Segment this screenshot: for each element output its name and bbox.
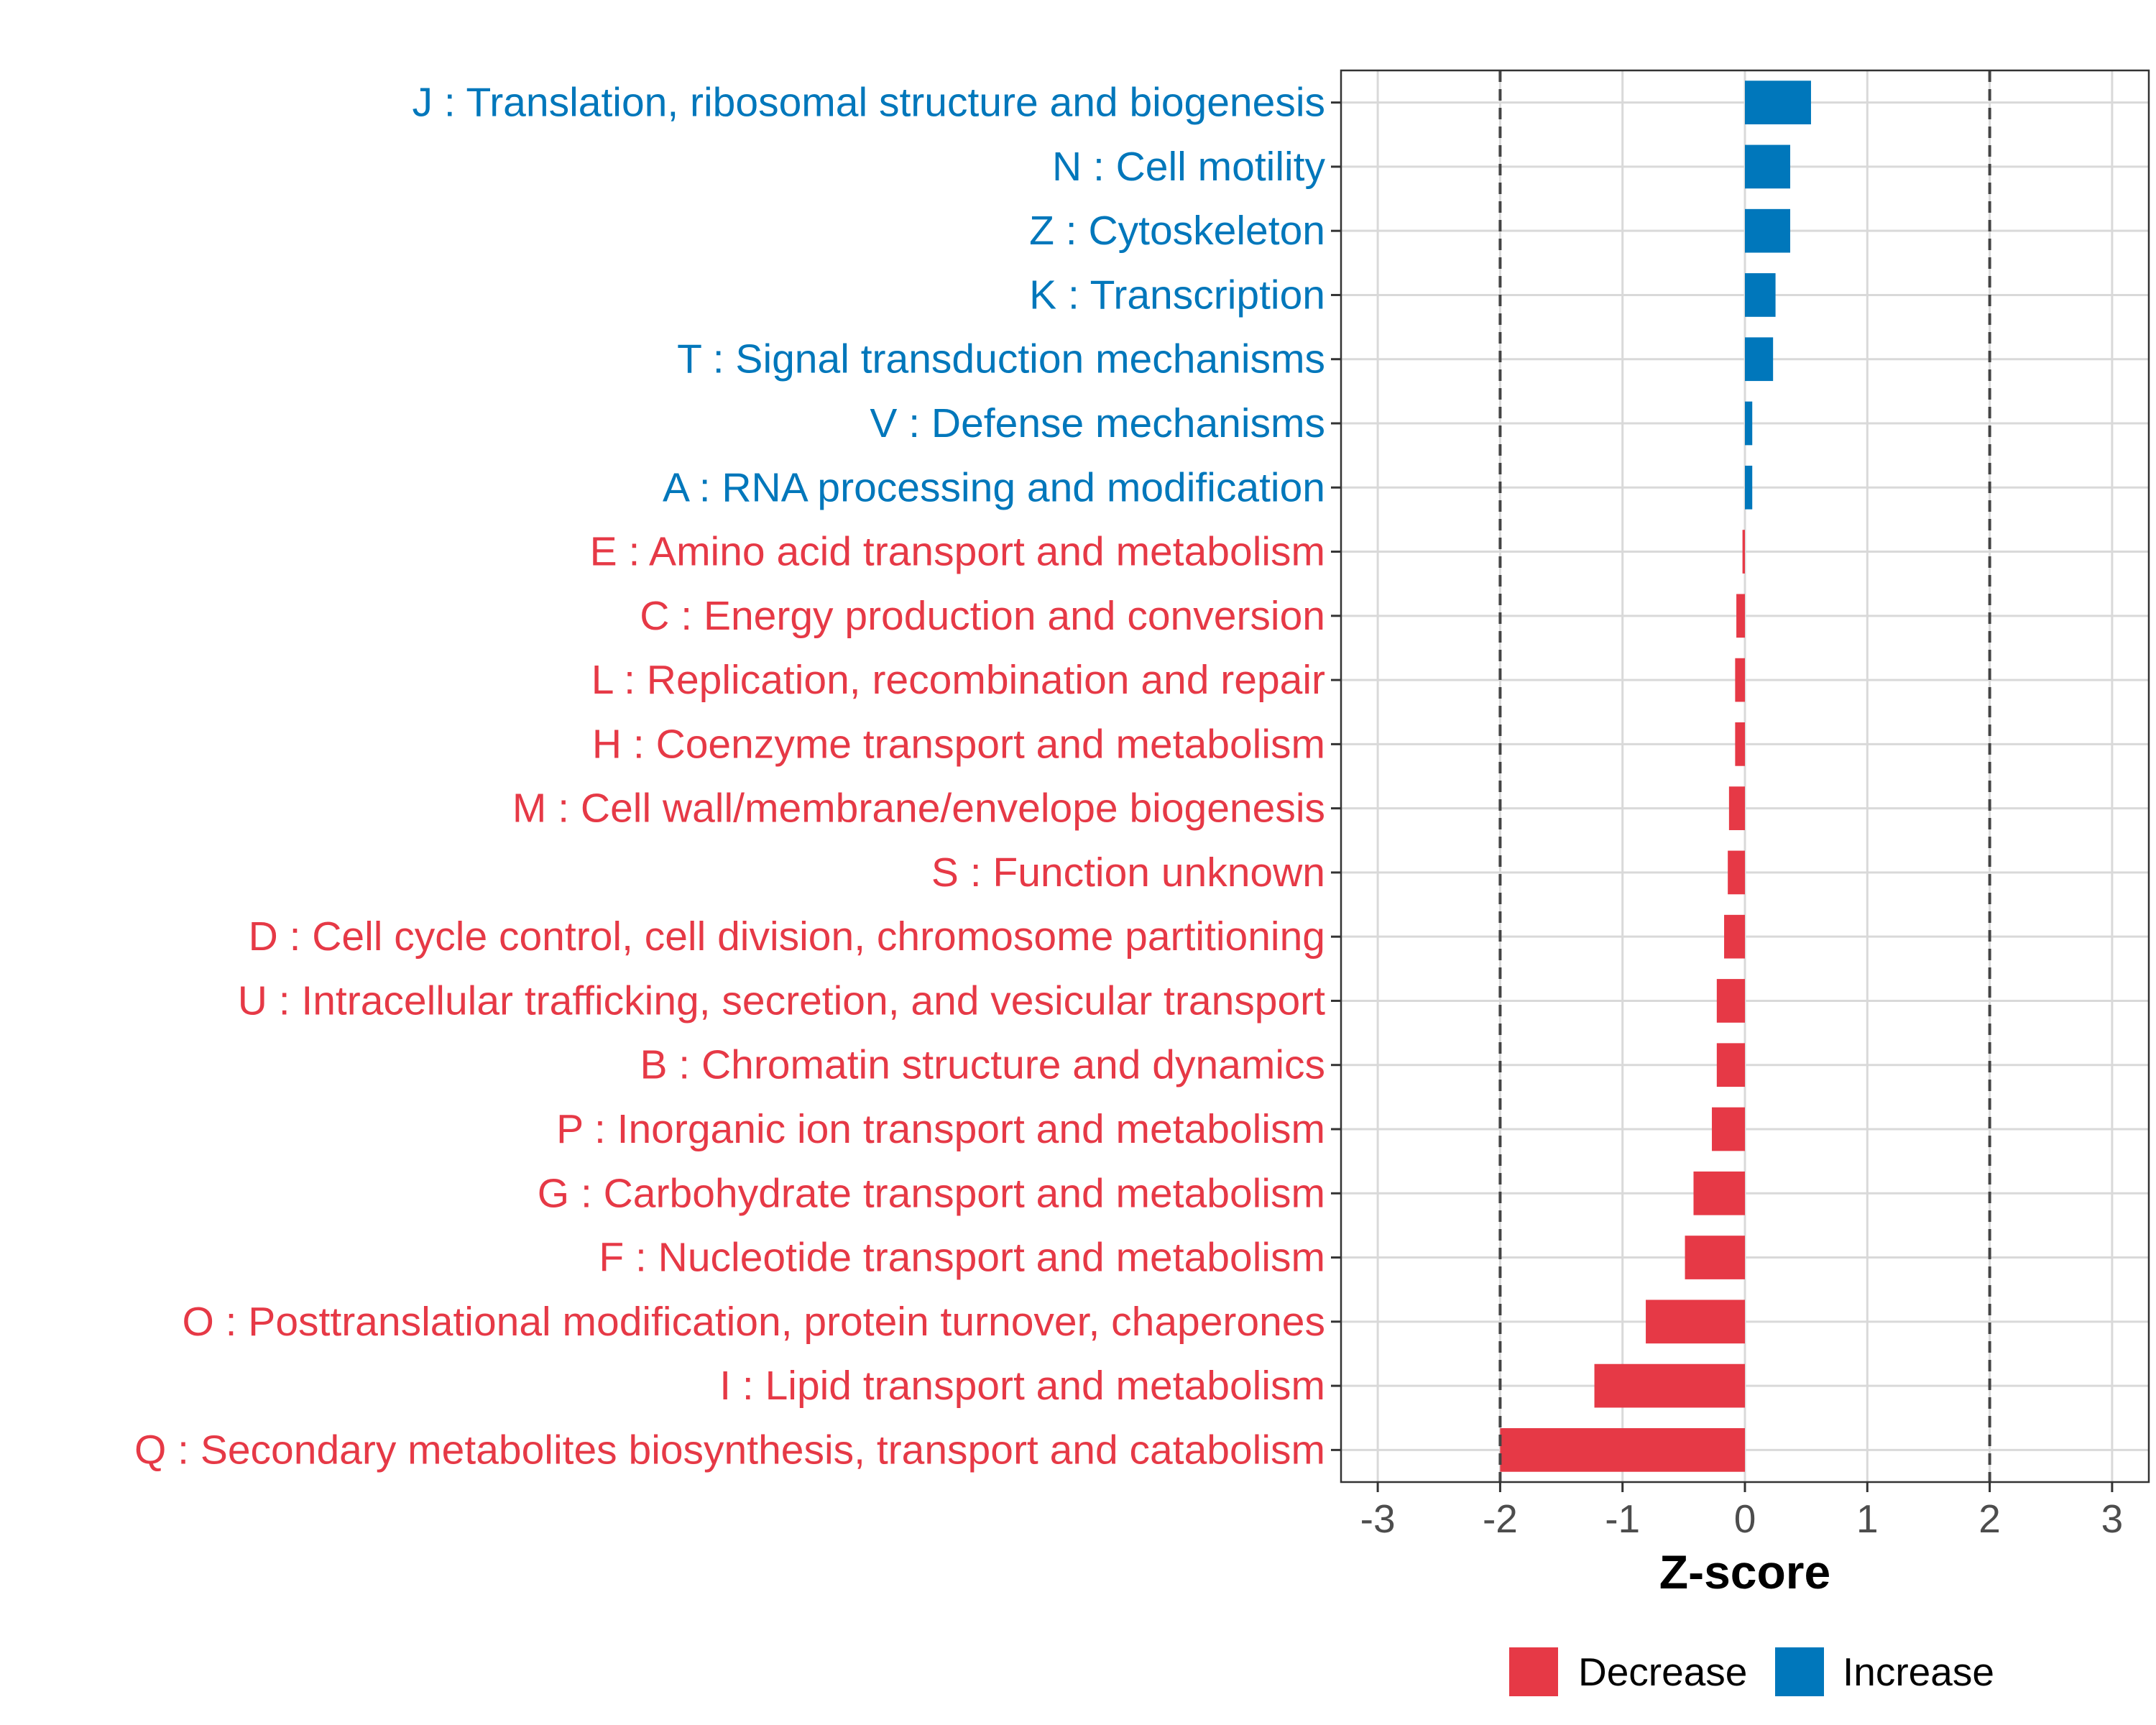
category-label: M : Cell wall/membrane/envelope biogenes… (512, 786, 1325, 832)
y-axis-ticks (1331, 101, 1341, 1451)
x-axis-ticks: -3 -2 -1 0 1 2 3 (1360, 1482, 2124, 1541)
x-axis-title: Z-score (1659, 1545, 1830, 1598)
bar (1594, 1363, 1745, 1408)
category-label: D : Cell cycle control, cell division, c… (249, 914, 1325, 960)
bar (1745, 337, 1774, 382)
bar (1745, 465, 1753, 510)
category-label: I : Lipid transport and metabolism (719, 1363, 1325, 1409)
category-label: B : Chromatin structure and dynamics (640, 1042, 1325, 1088)
category-label: S : Function unknown (931, 850, 1325, 896)
legend-swatch-decrease (1509, 1647, 1558, 1696)
bar (1716, 979, 1745, 1023)
bar (1745, 208, 1791, 253)
x-tick-label: -2 (1483, 1496, 1518, 1541)
category-label: P : Inorganic ion transport and metaboli… (556, 1106, 1325, 1152)
x-tick-label: -1 (1605, 1496, 1640, 1541)
category-label: J : Translation, ribosomal structure and… (413, 80, 1325, 126)
legend-swatch-increase (1775, 1647, 1824, 1696)
legend-label-decrease: Decrease (1578, 1650, 1747, 1694)
bar (1724, 914, 1745, 959)
category-label: U : Intracellular trafficking, secretion… (238, 978, 1325, 1024)
category-label: C : Energy production and conversion (640, 593, 1325, 639)
reference-lines (1498, 70, 1991, 1482)
category-label: E : Amino acid transport and metabolism (590, 529, 1325, 575)
x-tick-label: 0 (1734, 1496, 1756, 1541)
bar (1712, 1107, 1745, 1151)
category-label: G : Carbohydrate transport and metabolis… (538, 1170, 1325, 1216)
bar (1728, 850, 1745, 895)
bar (1716, 1043, 1745, 1087)
bar (1693, 1171, 1745, 1215)
x-tick-label: -3 (1360, 1496, 1396, 1541)
bar (1500, 1428, 1745, 1472)
category-label: N : Cell motility (1052, 144, 1326, 190)
bar (1745, 80, 1811, 124)
x-tick-label: 1 (1856, 1496, 1879, 1541)
category-label: F : Nucleotide transport and metabolism (599, 1235, 1325, 1281)
x-tick-label: 2 (1978, 1496, 2001, 1541)
bar (1735, 722, 1745, 766)
bar (1745, 273, 1776, 317)
category-label: L : Replication, recombination and repai… (591, 657, 1325, 703)
bar (1646, 1300, 1745, 1344)
category-label: K : Transcription (1029, 272, 1325, 318)
bar (1685, 1236, 1745, 1279)
category-label: H : Coenzyme transport and metabolism (592, 721, 1325, 767)
x-tick-label: 3 (2101, 1496, 2124, 1541)
legend: Decrease Increase (1509, 1647, 1994, 1696)
bar (1742, 530, 1745, 574)
category-label: Z : Cytoskeleton (1029, 208, 1325, 254)
bar (1735, 658, 1745, 702)
category-label: V : Defense mechanisms (870, 400, 1325, 446)
category-labels: J : Translation, ribosomal structure and… (134, 80, 1326, 1473)
legend-label-increase: Increase (1843, 1650, 1994, 1694)
bar (1736, 594, 1745, 638)
category-label: Q : Secondary metabolites biosynthesis, … (134, 1427, 1325, 1473)
bar (1745, 401, 1753, 446)
bar (1745, 144, 1791, 189)
category-label: A : RNA processing and modification (663, 464, 1325, 510)
bars (1500, 80, 1811, 1472)
category-label: T : Signal transduction mechanisms (677, 336, 1325, 382)
category-label: O : Posttranslational modification, prot… (182, 1299, 1325, 1345)
bar (1728, 786, 1745, 830)
